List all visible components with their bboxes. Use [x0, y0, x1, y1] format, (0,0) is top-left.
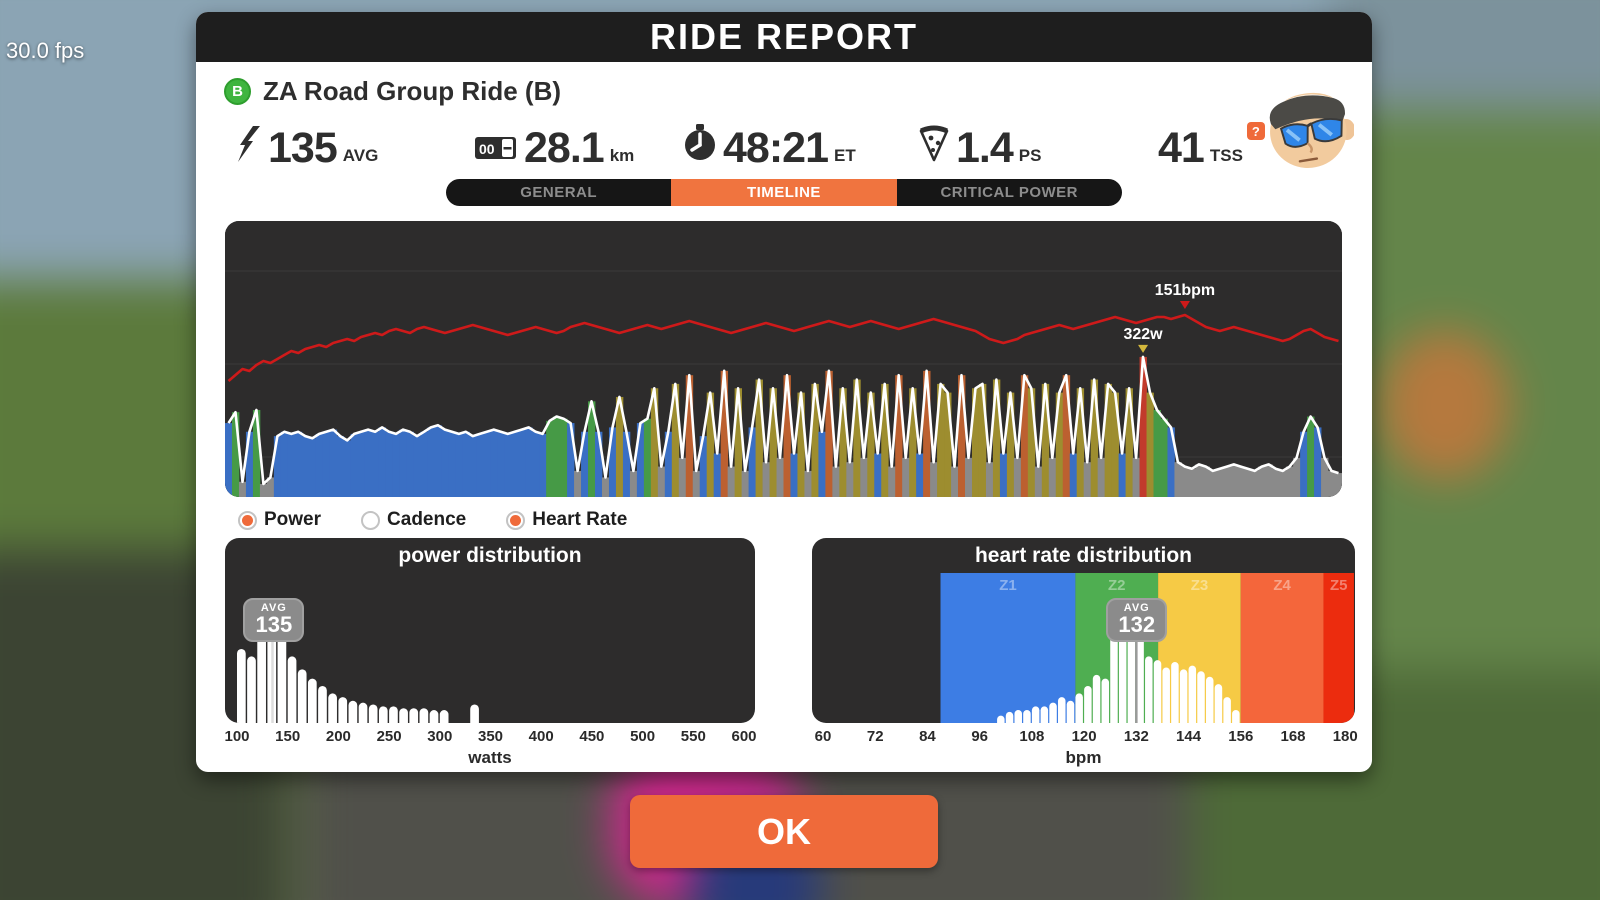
stat-value: 48:21 — [723, 124, 829, 172]
svg-text:322w: 322w — [1123, 326, 1163, 343]
radio-icon — [506, 510, 526, 530]
radio-icon — [361, 510, 381, 530]
axis-tick-label: 550 — [680, 728, 706, 745]
stat-value: 28.1 — [524, 124, 605, 172]
stat-avg-power: 135 AVG — [236, 110, 378, 170]
axis-tick-label: 400 — [528, 728, 554, 745]
axis-tick-label: 144 — [1176, 728, 1202, 745]
pizza-icon — [918, 124, 950, 162]
tab-bar: GENERAL TIMELINE CRITICAL POWER — [446, 179, 1122, 206]
axis-tick-label: 300 — [427, 728, 453, 745]
svg-text:Z3: Z3 — [1191, 577, 1209, 594]
lightning-icon — [236, 126, 262, 162]
radio-cadence[interactable]: Cadence — [361, 509, 466, 531]
hr-axis-labels: 60 72 84 96 108 120 132 144 156 168 180 — [812, 728, 1358, 748]
axis-tick-label: 156 — [1228, 728, 1254, 745]
axis-tick-label: 96 — [971, 728, 989, 745]
tab-critical-power[interactable]: CRITICAL POWER — [896, 179, 1122, 206]
axis-tick-label: 132 — [1123, 728, 1149, 745]
axis-tick-label: 180 — [1332, 728, 1358, 745]
stat-value: 1.4 — [956, 124, 1014, 172]
stat-unit: km — [609, 146, 635, 165]
metric-legend: Power Cadence Heart Rate — [238, 509, 627, 531]
stat-value: 41 — [1158, 124, 1205, 172]
axis-tick-label: 500 — [630, 728, 656, 745]
ride-title: ZA Road Group Ride (B) — [263, 76, 562, 106]
axis-tick-label: 60 — [814, 728, 832, 745]
fps-counter: 30.0 fps — [6, 38, 85, 63]
ok-button[interactable]: OK — [630, 795, 938, 868]
report-title: RIDE REPORT — [649, 16, 919, 57]
stat-value: 135 — [268, 124, 338, 172]
event-category-badge: B — [224, 78, 251, 105]
timeline-chart: 322w 151bpm — [225, 221, 1342, 497]
stats-row: 135 AVG 00 28.1 km 48:21 ET 1.4 PS 41 — [196, 92, 1372, 172]
stat-tss: 41 TSS ? — [1158, 110, 1265, 170]
avg-power-badge: AVG 135 — [243, 598, 305, 642]
radio-power[interactable]: Power — [238, 509, 321, 531]
rider-avatar — [1258, 84, 1356, 172]
stat-elapsed-time: 48:21 ET — [683, 110, 856, 170]
avg-hr-badge: AVG 132 — [1106, 598, 1168, 642]
svg-text:Z2: Z2 — [1108, 577, 1126, 594]
ride-report-card: RIDE REPORT B ZA Road Group Ride (B) 135… — [196, 12, 1372, 772]
axis-tick-label: 168 — [1280, 728, 1306, 745]
power-distribution-chart: power distribution AVG 135 — [225, 538, 755, 723]
svg-text:151bpm: 151bpm — [1155, 282, 1215, 299]
axis-tick-label: 120 — [1071, 728, 1097, 745]
axis-tick-label: 600 — [731, 728, 757, 745]
axis-tick-label: 350 — [477, 728, 504, 745]
radio-heart-rate[interactable]: Heart Rate — [506, 509, 627, 531]
tab-timeline[interactable]: TIMELINE — [671, 179, 897, 206]
ride-title-row: B ZA Road Group Ride (B) — [224, 76, 561, 107]
tss-help-badge[interactable]: ? — [1246, 122, 1265, 140]
power-axis-labels: 100 150 200 250 300 350 400 450 500 550 600 — [224, 728, 757, 748]
axis-tick-label: 108 — [1019, 728, 1045, 745]
stat-unit: AVG — [342, 146, 379, 165]
radio-icon — [238, 510, 257, 530]
report-header: RIDE REPORT — [196, 12, 1372, 62]
axis-tick-label: 250 — [376, 728, 402, 745]
stat-unit: PS — [1018, 146, 1042, 165]
hr-axis-unit: bpm — [1065, 748, 1102, 767]
power-axis-unit: watts — [468, 748, 512, 767]
svg-text:Z4: Z4 — [1273, 577, 1291, 594]
tab-general[interactable]: GENERAL — [446, 179, 672, 206]
chart-title: power distribution — [398, 544, 582, 567]
axis-tick-label: 72 — [866, 728, 884, 745]
stat-unit: ET — [833, 146, 856, 165]
odometer-icon: 00 — [474, 134, 518, 162]
chart-title: heart rate distribution — [974, 544, 1193, 567]
axis-tick-label: 450 — [579, 728, 605, 745]
stat-pizza-slices: 1.4 PS — [918, 110, 1041, 170]
stopwatch-icon — [683, 124, 717, 162]
axis-tick-label: 150 — [275, 728, 301, 745]
svg-text:Z1: Z1 — [999, 577, 1017, 594]
stat-distance: 00 28.1 km — [474, 110, 634, 170]
axis-tick-label: 84 — [919, 728, 936, 745]
stat-unit: TSS — [1209, 146, 1243, 165]
heart-rate-distribution-chart: heart rate distribution Z1 Z2 Z3 Z4 Z5 AVG 1… — [812, 538, 1355, 723]
svg-text:00: 00 — [479, 141, 495, 157]
svg-text:Z5: Z5 — [1330, 577, 1348, 594]
axis-tick-label: 200 — [325, 728, 351, 745]
axis-tick-label: 100 — [224, 728, 250, 745]
